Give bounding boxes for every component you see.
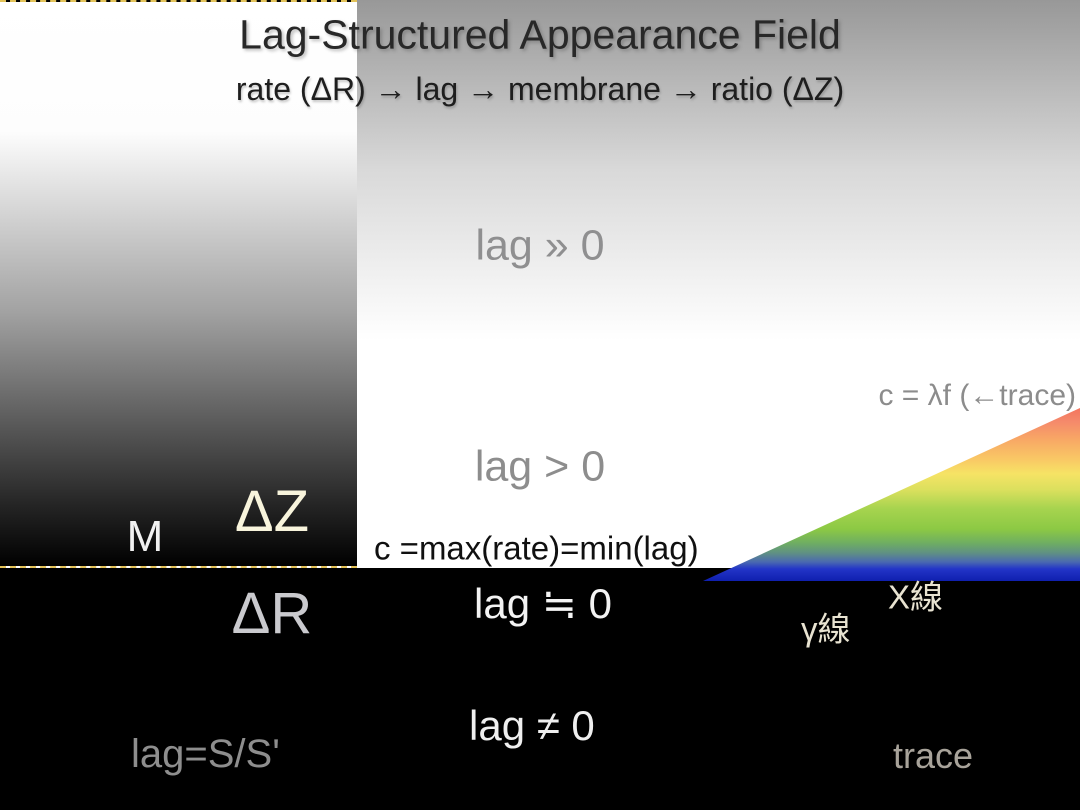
label-gamma-ray: γ線 [801,610,851,648]
axis-label-delta-r: ΔR [231,581,313,646]
label-lag-not-equal-zero: lag ≠ 0 [469,702,595,749]
spectrum-polygon [703,408,1080,581]
label-trace: trace [893,735,974,776]
label-lag-approx-zero: lag ≒ 0 [474,580,612,627]
equation-lag-s-over-s-prime: lag=S/S' [131,732,280,776]
label-xray: X線 [888,578,944,616]
equation-c-max-rate-min-lag: c =max(rate)=min(lag) [374,529,699,567]
label-lag-much-greater-zero: lag » 0 [475,221,605,270]
slide-subtitle: rate (ΔR) → lag → membrane → ratio (ΔZ) [235,71,845,107]
equation-c-lambda-f: c = λf (←trace) [878,379,1076,412]
label-lag-greater-zero: lag > 0 [474,442,606,491]
spectrum-triangle [703,408,1080,581]
gradient-panel-left [0,0,357,568]
slide-title: Lag-Structured Appearance Field [239,11,841,58]
axis-label-delta-z: ΔZ [234,479,310,544]
axis-label-m: M [126,512,164,561]
